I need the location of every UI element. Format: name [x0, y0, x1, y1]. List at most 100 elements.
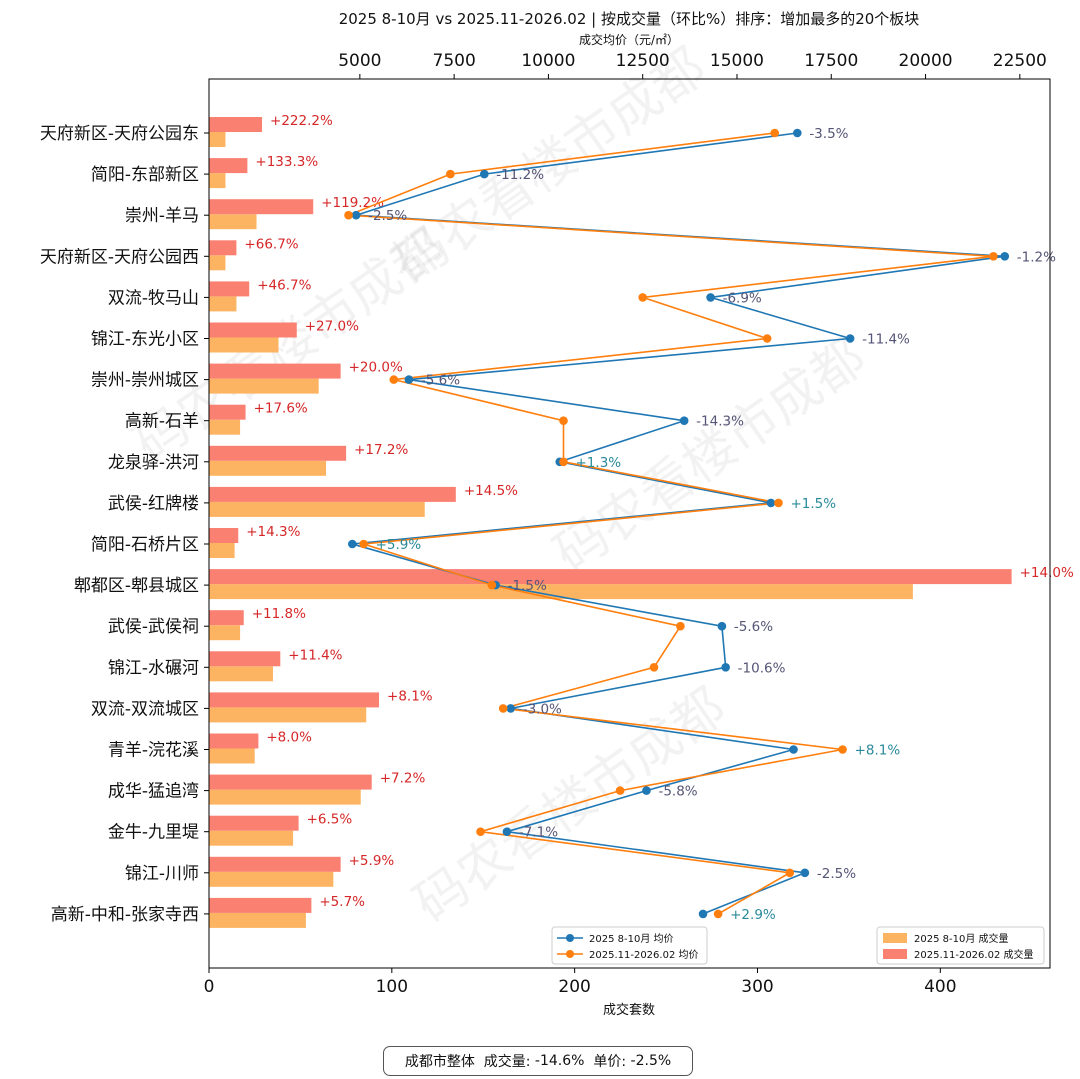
category-label: 天府新区-天府公园西: [40, 247, 199, 267]
bar-change-label: +14.5%: [464, 483, 518, 499]
x-tick-label: 0: [204, 977, 215, 997]
point-prev-price: [845, 334, 855, 343]
bar-change-label: +222.2%: [270, 113, 333, 129]
bar-curr-volume: [209, 486, 456, 502]
bar-curr-volume: [209, 856, 341, 872]
x2-tick-label: 7500: [433, 51, 476, 71]
point-curr-price: [774, 498, 783, 508]
point-curr-price: [446, 169, 455, 179]
bar-change-label: +17.6%: [254, 401, 308, 417]
line-legend-entry: 2025.11-2026.02 均价: [589, 949, 699, 961]
point-curr-price: [359, 539, 368, 549]
bar-change-label: +27.0%: [305, 319, 359, 335]
bar-prev-volume: [209, 666, 273, 682]
point-curr-price: [344, 210, 353, 220]
point-prev-price: [502, 827, 512, 836]
bar-change-label: +7.2%: [380, 771, 426, 787]
bar-prev-volume: [209, 543, 235, 558]
bar-legend-entry: 2025.11-2026.02 成交量: [914, 948, 1034, 961]
bar-prev-volume: [209, 296, 237, 312]
bar-prev-volume: [209, 707, 367, 723]
bar-curr-volume: [209, 158, 248, 174]
point-prev-price: [679, 416, 689, 426]
bar-change-label: +11.8%: [252, 606, 306, 622]
point-prev-price: [642, 786, 651, 795]
category-label: 双流-双流城区: [91, 699, 199, 719]
bar-prev-volume: [209, 214, 257, 230]
point-prev-price: [698, 909, 708, 919]
price-change-label: +1.5%: [790, 496, 836, 512]
bar-prev-volume: [209, 789, 361, 805]
bar-curr-volume: [209, 897, 312, 913]
summary-volume-label: 成交量:: [483, 1054, 531, 1070]
summary-volume-value: -14.6%: [534, 1053, 585, 1069]
bar-curr-volume: [209, 240, 237, 256]
price-change-label: +1.3%: [576, 455, 622, 471]
bar-prev-volume: [209, 912, 306, 928]
bar-change-label: +14.3%: [246, 524, 300, 540]
point-prev-price: [480, 169, 489, 179]
bar-prev-volume: [209, 871, 334, 887]
bar-prev-volume: [209, 830, 294, 846]
point-prev-price: [789, 745, 798, 754]
price-change-label: -10.6%: [738, 660, 786, 676]
x2-tick-label: 17500: [804, 51, 858, 71]
bar-change-label: +14.0%: [1020, 565, 1074, 581]
point-prev-price: [766, 498, 776, 508]
category-label: 天府新区-天府公园东: [40, 124, 199, 144]
point-prev-price: [351, 210, 361, 220]
bar-change-label: +8.0%: [266, 730, 312, 746]
bar-prev-volume: [209, 337, 279, 353]
point-curr-price: [676, 621, 685, 631]
x-tick-label: 400: [924, 977, 956, 997]
bar-curr-volume: [209, 281, 250, 297]
point-prev-price: [1000, 251, 1010, 261]
price-change-label: -3.5%: [809, 126, 848, 142]
category-label: 崇州-崇州城区: [91, 371, 199, 391]
point-curr-price: [476, 827, 485, 836]
line-curr-price: [348, 132, 994, 915]
category-label: 高新-石羊: [125, 412, 199, 432]
bar-curr-volume: [209, 774, 372, 790]
line-legend-entry: 2025 8-10月 均价: [589, 933, 674, 945]
point-prev-price: [717, 621, 727, 631]
bar-prev-volume: [209, 625, 241, 641]
category-label: 金牛-九里堤: [108, 823, 199, 843]
price-change-label: +5.9%: [376, 537, 422, 553]
chart-title: 2025 8-10月 vs 2025.11-2026.02 | 按成交量（环比%…: [339, 10, 920, 28]
category-label: 简阳-石桥片区: [91, 535, 199, 555]
bar-change-label: +8.1%: [387, 688, 433, 704]
point-curr-price: [638, 293, 647, 302]
category-label: 成华-猛追湾: [108, 782, 199, 802]
bar-curr-volume: [209, 528, 239, 543]
category-label: 龙泉驿-洪河: [108, 453, 199, 473]
point-prev-price: [721, 663, 730, 672]
bar-change-label: +5.7%: [319, 894, 365, 910]
price-change-label: -1.2%: [1017, 249, 1056, 265]
secondary-axis-label: 成交均价（元/㎡）: [579, 32, 679, 47]
bar-prev-volume: [209, 584, 913, 600]
line-legend-marker: [566, 950, 574, 958]
point-curr-price: [559, 457, 568, 467]
point-prev-price: [706, 293, 715, 302]
price-change-label: -6.9%: [723, 290, 762, 306]
bar-curr-volume: [209, 363, 341, 379]
bar-curr-volume: [209, 404, 246, 420]
price-change-label: +8.1%: [855, 743, 901, 759]
point-curr-price: [713, 909, 723, 919]
bar-legend-swatch: [883, 933, 907, 943]
bar-prev-volume: [209, 132, 226, 147]
bar-prev-volume: [209, 501, 425, 517]
line-prev-price: [352, 132, 1005, 915]
bar-curr-volume: [209, 199, 314, 215]
bar-prev-volume: [209, 748, 255, 764]
price-change-label: -5.8%: [658, 784, 697, 800]
price-change-label: -2.5%: [368, 208, 407, 224]
point-prev-price: [404, 375, 414, 384]
bar-legend-swatch: [883, 949, 907, 959]
x-axis-label: 成交套数: [603, 1002, 655, 1018]
bar-curr-volume: [209, 733, 259, 749]
point-curr-price: [770, 128, 779, 138]
x2-tick-label: 20000: [899, 51, 953, 71]
